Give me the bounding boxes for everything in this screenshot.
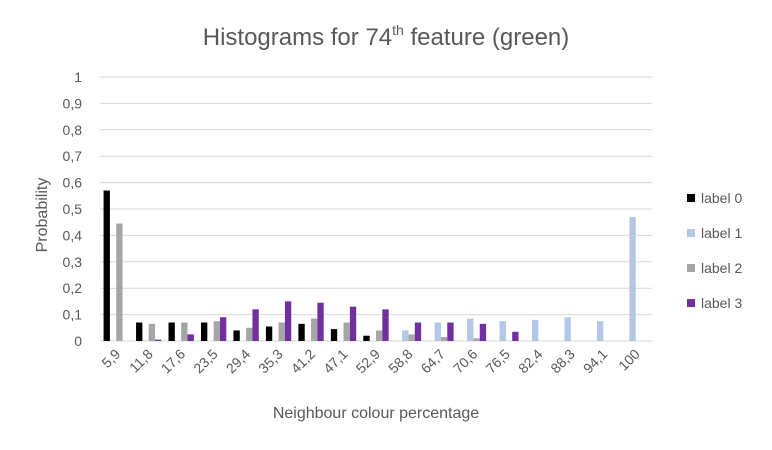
bar-label-3 [317,302,324,341]
bar-label-1 [467,318,474,341]
bar-label-1 [596,321,604,341]
bar-label-0 [200,322,208,341]
legend-label: label 1 [701,225,742,241]
legend-label: label 2 [701,260,742,276]
x-tick-label: 23,5 [190,346,221,377]
y-axis-title: Probability [34,178,51,253]
x-tick-label: 41,2 [288,346,319,377]
bar-label-0 [168,322,175,341]
bar-label-3 [512,331,519,341]
y-tick-label: 0,3 [63,254,83,270]
x-tick-label: 94,1 [580,346,611,377]
gridlines [100,76,652,342]
legend: label 0 label 1 label 2 label 3 [687,190,742,311]
bar-label-3 [187,334,194,341]
legend-swatch [687,299,695,307]
bar-label-2 [181,322,188,341]
bar-label-2 [408,334,415,341]
bar-label-2 [116,223,123,341]
x-tick-label: 64,7 [417,346,448,377]
bar-label-3 [447,322,454,341]
y-tick-label: 1 [74,69,82,85]
y-tick-label: 0,2 [63,280,83,296]
x-tick-label: 52,9 [353,346,384,377]
y-tick-label: 0,7 [63,148,83,164]
bar-label-1 [499,321,506,341]
bar-label-2 [473,338,480,341]
bar-label-3 [479,323,487,341]
legend-swatch [687,194,695,202]
bar-label-2 [213,321,220,341]
bar-label-3 [252,309,259,341]
bar-label-2 [148,323,156,341]
x-tick-label: 82,4 [515,346,546,377]
y-tick-labels: 0 0,1 0,2 0,3 0,4 0,5 0,6 0,7 0,8 0,9 1 [63,69,83,349]
y-tick-label: 0,9 [63,95,83,111]
bar-label-0 [265,326,273,341]
legend-swatch [687,229,695,237]
bar-label-0 [103,190,110,341]
y-tick-label: 0 [74,333,82,349]
bar-label-3 [155,339,162,341]
bar-label-0 [330,329,338,341]
x-tick-label: 29,4 [223,346,254,377]
x-tick-label: 11,8 [126,346,156,376]
bar-label-2 [343,322,350,341]
x-tick-label: 76,5 [482,346,513,377]
bar-label-1 [564,317,571,341]
y-tick-label: 0,8 [63,122,83,138]
bar-label-1 [532,319,539,341]
legend-swatch [687,264,695,272]
x-tick-label: 100 [615,346,643,374]
bar-label-1 [434,322,441,341]
bar-label-2 [246,327,253,341]
bar-label-0 [233,330,240,341]
bar-label-1 [629,216,636,341]
y-tick-label: 0,4 [63,227,83,243]
x-tick-label: 58,8 [385,346,416,377]
x-tick-label: 47,1 [320,346,351,377]
y-tick-label: 0,1 [63,307,83,323]
bar-label-1 [402,330,409,341]
legend-label: label 0 [701,190,742,206]
bar-label-2 [278,322,285,341]
x-tick-labels: 5,9 11,8 17,6 23,5 29,4 35,3 41,2 47,1 52,9 58,8 6… [98,346,643,377]
chart-title-superscript: th [392,22,404,38]
bar-label-3 [414,322,422,341]
y-tick-label: 0,5 [63,201,83,217]
x-tick-label: 5,9 [98,346,123,371]
bar-label-2 [376,330,383,341]
bar-label-2 [440,337,448,341]
x-axis-title: Neighbour colour percentage [273,405,479,422]
x-tick-label: 88,3 [547,346,578,377]
x-tick-label: 70,6 [450,346,481,377]
chart-title: Histograms for 74th feature (green) [203,22,570,51]
bar-label-2 [311,318,318,341]
bar-label-0 [298,323,305,341]
bars [103,190,636,341]
bar-label-3 [382,309,389,341]
legend-label: label 3 [701,295,742,311]
x-tick-label: 17,6 [158,346,189,377]
bar-label-0 [363,335,370,341]
bar-label-3 [349,306,357,341]
y-tick-label: 0,6 [63,175,83,191]
bar-label-0 [136,322,143,341]
bar-label-3 [219,317,227,341]
bar-label-3 [284,301,292,341]
x-tick-label: 35,3 [255,346,286,377]
